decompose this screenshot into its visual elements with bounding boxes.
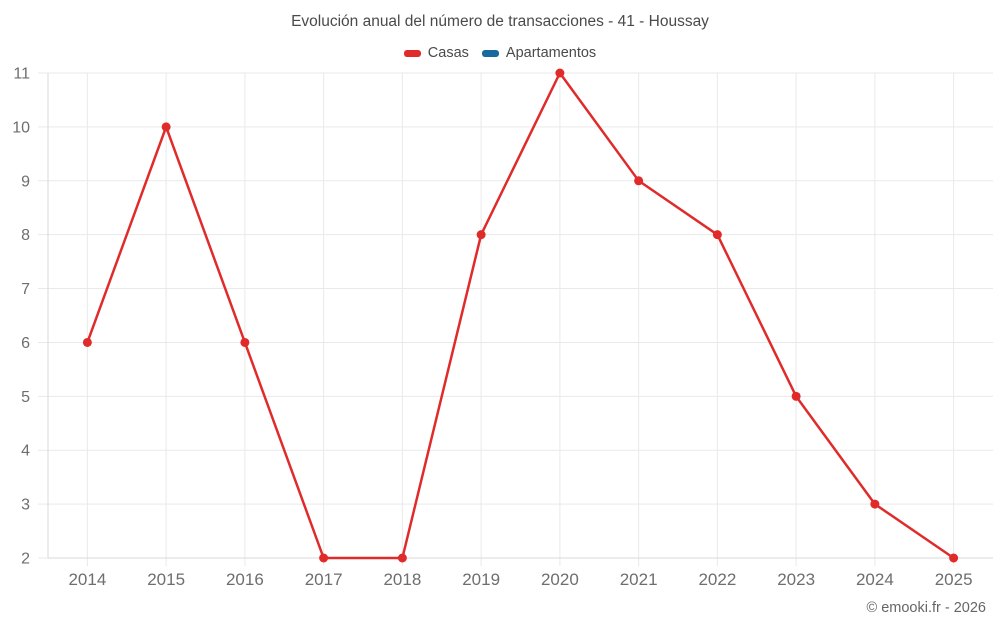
data-point-casas-2023[interactable] (791, 391, 801, 401)
legend: Casas Apartamentos (0, 45, 1000, 61)
x-tick-label: 2017 (305, 570, 343, 589)
x-tick-label: 2019 (462, 570, 500, 589)
x-tick-label: 2025 (935, 570, 973, 589)
y-tick-label: 4 (21, 443, 30, 460)
x-tick-label: 2023 (777, 570, 815, 589)
x-tick-label: 2020 (541, 570, 579, 589)
y-tick-label: 3 (21, 497, 30, 514)
x-tick-label: 2018 (383, 570, 421, 589)
y-tick-label: 11 (13, 66, 30, 83)
legend-swatch-apartamentos (481, 49, 499, 57)
legend-label: Apartamentos (505, 45, 597, 61)
data-point-casas-2020[interactable] (555, 68, 565, 78)
legend-item-casas[interactable]: Casas (403, 45, 469, 61)
legend-label: Casas (427, 45, 469, 61)
data-point-casas-2017[interactable] (319, 553, 329, 563)
gridlines (38, 72, 993, 566)
data-point-casas-2025[interactable] (949, 553, 959, 563)
data-point-casas-2021[interactable] (634, 176, 644, 186)
y-tick-label: 2 (21, 551, 30, 568)
y-tick-label: 8 (21, 227, 30, 244)
y-tick-label: 10 (12, 119, 30, 136)
data-point-casas-2014[interactable] (82, 337, 92, 347)
data-point-casas-2015[interactable] (161, 122, 171, 132)
chart-title: Evolución anual del número de transaccio… (291, 13, 709, 30)
data-point-casas-2019[interactable] (476, 230, 486, 240)
legend-swatch-casas (403, 49, 421, 57)
y-tick-label: 6 (21, 335, 30, 352)
x-tick-label: 2024 (856, 570, 894, 589)
x-tick-label: 2015 (147, 570, 185, 589)
data-point-casas-2016[interactable] (240, 337, 250, 347)
x-axis-labels: 2014 2015 2016 2017 2018 2019 2020 2021 2022 2023… (68, 570, 972, 589)
y-tick-label: 9 (21, 173, 30, 190)
data-point-casas-2024[interactable] (870, 499, 880, 509)
legend-item-apartamentos[interactable]: Apartamentos (481, 45, 597, 61)
x-tick-label: 2014 (68, 570, 106, 589)
credits: © emooki.fr - 2026 (866, 600, 986, 616)
series-line-casas (86, 71, 955, 560)
y-tick-label: 5 (21, 389, 30, 406)
x-tick-label: 2022 (698, 570, 736, 589)
x-tick-label: 2016 (226, 570, 264, 589)
data-point-casas-2022[interactable] (712, 230, 722, 240)
y-tick-label: 7 (21, 281, 30, 298)
x-tick-label: 2021 (620, 570, 658, 589)
y-axis-labels: 2 3 4 5 6 7 8 9 10 11 (12, 66, 30, 568)
data-point-casas-2018[interactable] (397, 553, 407, 563)
